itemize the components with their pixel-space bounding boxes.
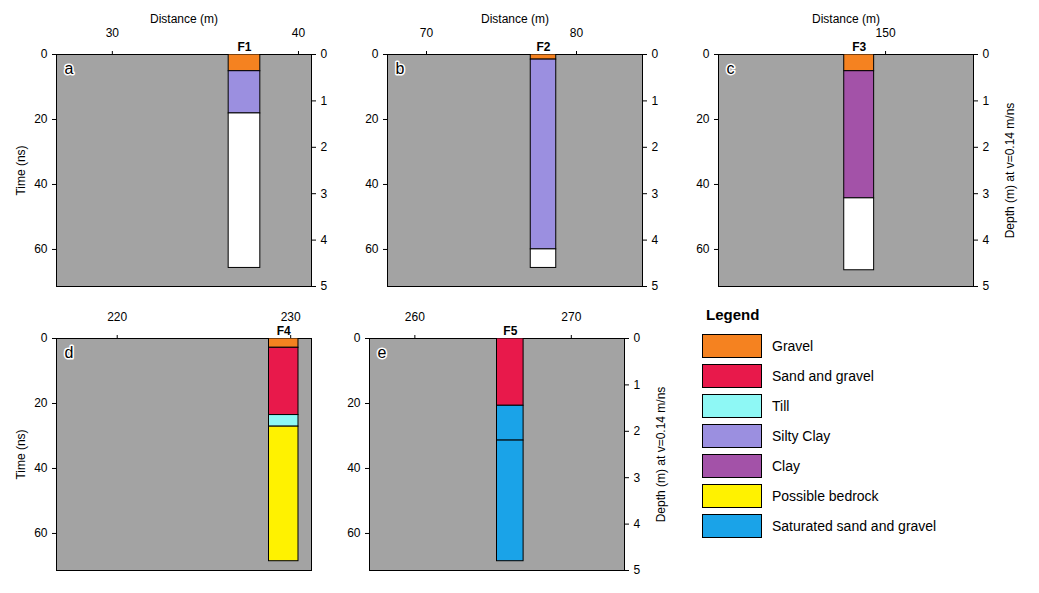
svg-text:F5: F5 — [503, 324, 517, 338]
svg-text:220: 220 — [107, 310, 127, 324]
svg-text:20: 20 — [696, 112, 710, 126]
svg-text:40: 40 — [34, 177, 48, 191]
svg-text:60: 60 — [696, 242, 710, 256]
svg-text:b: b — [396, 60, 405, 77]
svg-text:40: 40 — [365, 177, 379, 191]
html-text:Saturated sand and gravel: Saturated sand and gravel — [772, 518, 937, 534]
svg-text:150: 150 — [876, 26, 896, 40]
svg-text:3: 3 — [652, 187, 659, 201]
svg-text:F3: F3 — [852, 40, 866, 54]
svg-text:20: 20 — [347, 396, 361, 410]
svg-text:1: 1 — [634, 378, 641, 392]
svg-text:0: 0 — [41, 331, 48, 345]
svg-text:F4: F4 — [277, 324, 291, 338]
svg-text:40: 40 — [696, 177, 710, 191]
svg-text:40: 40 — [292, 26, 306, 40]
svg-text:c: c — [727, 60, 735, 77]
svg-text:60: 60 — [34, 242, 48, 256]
svg-text:2: 2 — [321, 140, 328, 154]
svg-text:0: 0 — [321, 47, 328, 61]
svg-text:2: 2 — [652, 140, 659, 154]
svg-text:Distance (m): Distance (m) — [812, 12, 880, 26]
svg-text:30: 30 — [106, 26, 120, 40]
svg-text:230: 230 — [281, 310, 301, 324]
svg-text:5: 5 — [983, 279, 990, 293]
svg-text:4: 4 — [634, 517, 641, 531]
svg-text:Time (ns): Time (ns) — [14, 145, 28, 195]
svg-text:Depth (m) at v=0.14 m/ns: Depth (m) at v=0.14 m/ns — [654, 387, 668, 523]
svg-text:60: 60 — [365, 242, 379, 256]
svg-text:20: 20 — [34, 112, 48, 126]
html-text:Gravel: Gravel — [772, 338, 814, 354]
html-text:Sand and gravel: Sand and gravel — [772, 368, 874, 384]
svg-text:2: 2 — [983, 140, 990, 154]
svg-text:e: e — [378, 344, 387, 361]
svg-text:Depth (m) at v=0.14 m/ns: Depth (m) at v=0.14 m/ns — [1003, 103, 1017, 239]
svg-text:40: 40 — [34, 461, 48, 475]
html-text:Till: Till — [772, 398, 790, 414]
svg-text:3: 3 — [634, 471, 641, 485]
html-text:Legend: Legend — [706, 306, 760, 323]
svg-text:1: 1 — [983, 94, 990, 108]
svg-text:4: 4 — [983, 233, 990, 247]
svg-text:20: 20 — [34, 396, 48, 410]
svg-text:40: 40 — [347, 461, 361, 475]
svg-text:0: 0 — [634, 331, 641, 345]
svg-text:0: 0 — [354, 331, 361, 345]
html-text:Silty Clay: Silty Clay — [772, 428, 831, 444]
html-text:Clay: Clay — [772, 458, 800, 474]
svg-text:Distance (m): Distance (m) — [150, 12, 218, 26]
svg-text:1: 1 — [652, 94, 659, 108]
svg-text:Distance (m): Distance (m) — [481, 12, 549, 26]
svg-text:3: 3 — [983, 187, 990, 201]
svg-text:70: 70 — [420, 26, 434, 40]
svg-text:60: 60 — [347, 526, 361, 540]
svg-text:20: 20 — [365, 112, 379, 126]
svg-text:F1: F1 — [237, 40, 251, 54]
svg-text:4: 4 — [652, 233, 659, 247]
svg-text:4: 4 — [321, 233, 328, 247]
svg-text:5: 5 — [321, 279, 328, 293]
svg-text:5: 5 — [634, 563, 641, 577]
svg-text:0: 0 — [652, 47, 659, 61]
svg-text:1: 1 — [321, 94, 328, 108]
svg-text:2: 2 — [634, 424, 641, 438]
html-text:Possible bedrock: Possible bedrock — [772, 488, 879, 504]
svg-text:5: 5 — [652, 279, 659, 293]
svg-text:80: 80 — [570, 26, 584, 40]
svg-text:F2: F2 — [536, 40, 550, 54]
svg-text:260: 260 — [405, 310, 425, 324]
svg-text:d: d — [65, 344, 74, 361]
svg-text:270: 270 — [561, 310, 581, 324]
svg-text:0: 0 — [983, 47, 990, 61]
svg-text:0: 0 — [372, 47, 379, 61]
svg-text:0: 0 — [703, 47, 710, 61]
svg-text:a: a — [65, 60, 74, 77]
svg-text:3: 3 — [321, 187, 328, 201]
svg-text:60: 60 — [34, 526, 48, 540]
svg-text:0: 0 — [41, 47, 48, 61]
svg-text:Time (ns): Time (ns) — [14, 429, 28, 479]
